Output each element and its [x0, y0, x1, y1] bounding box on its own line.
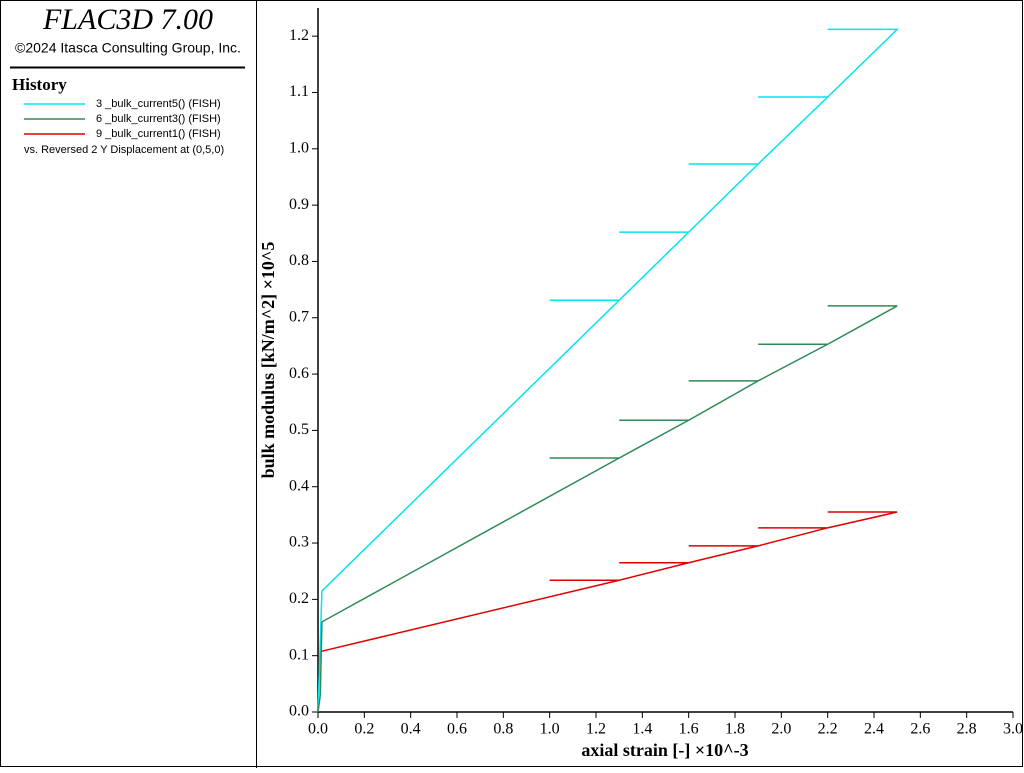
x-tick-label: 0.2 — [354, 721, 374, 738]
x-tick-label: 2.8 — [957, 721, 977, 738]
x-tick-label: 0.8 — [493, 721, 513, 738]
legend-title: History — [12, 75, 67, 94]
y-tick-label: 1.2 — [289, 27, 309, 44]
x-tick-label: 1.0 — [540, 721, 560, 738]
series-line — [321, 511, 898, 652]
y-tick-label: 0.3 — [289, 534, 309, 551]
x-tick-label: 1.4 — [632, 721, 652, 738]
x-tick-label: 0.0 — [308, 721, 328, 738]
legend-label: 3 _bulk_current5() (FISH) — [96, 98, 221, 110]
x-tick-label: 0.4 — [401, 721, 421, 738]
series-line — [317, 28, 900, 713]
y-tick-label: 0.5 — [289, 421, 309, 438]
y-tick-label: 1.0 — [289, 139, 309, 156]
y-tick-label: 0.6 — [289, 365, 309, 382]
chart-title: FLAC3D 7.00 — [42, 3, 213, 36]
legend-label: 9 _bulk_current1() (FISH) — [96, 128, 221, 140]
x-tick-label: 2.2 — [818, 721, 838, 738]
y-tick-label: 0.0 — [289, 703, 309, 720]
legend-label: 6 _bulk_current3() (FISH) — [96, 113, 221, 125]
subtitle: ©2024 Itasca Consulting Group, Inc. — [15, 40, 241, 56]
x-tick-label: 2.6 — [910, 721, 930, 738]
y-tick-label: 0.1 — [289, 646, 309, 663]
y-tick-label: 0.9 — [289, 196, 309, 213]
x-tick-label: 2.0 — [771, 721, 791, 738]
series-line — [317, 305, 898, 713]
x-tick-label: 0.6 — [447, 721, 467, 738]
y-tick-label: 0.2 — [289, 590, 309, 607]
x-tick-label: 1.8 — [725, 721, 745, 738]
x-tick-label: 2.4 — [864, 721, 884, 738]
y-axis-label: bulk modulus [kN/m^2] ×10^5 — [258, 242, 278, 479]
y-tick-label: 0.7 — [289, 308, 309, 325]
y-tick-label: 1.1 — [289, 83, 309, 100]
y-tick-label: 0.8 — [289, 252, 309, 269]
x-axis-label: axial strain [-] ×10^-3 — [581, 740, 748, 760]
x-tick-label: 3.0 — [1003, 721, 1023, 738]
x-tick-label: 1.2 — [586, 721, 606, 738]
y-tick-label: 0.4 — [289, 477, 309, 494]
legend-note: vs. Reversed 2 Y Displacement at (0,5,0) — [24, 144, 224, 156]
x-tick-label: 1.6 — [679, 721, 699, 738]
